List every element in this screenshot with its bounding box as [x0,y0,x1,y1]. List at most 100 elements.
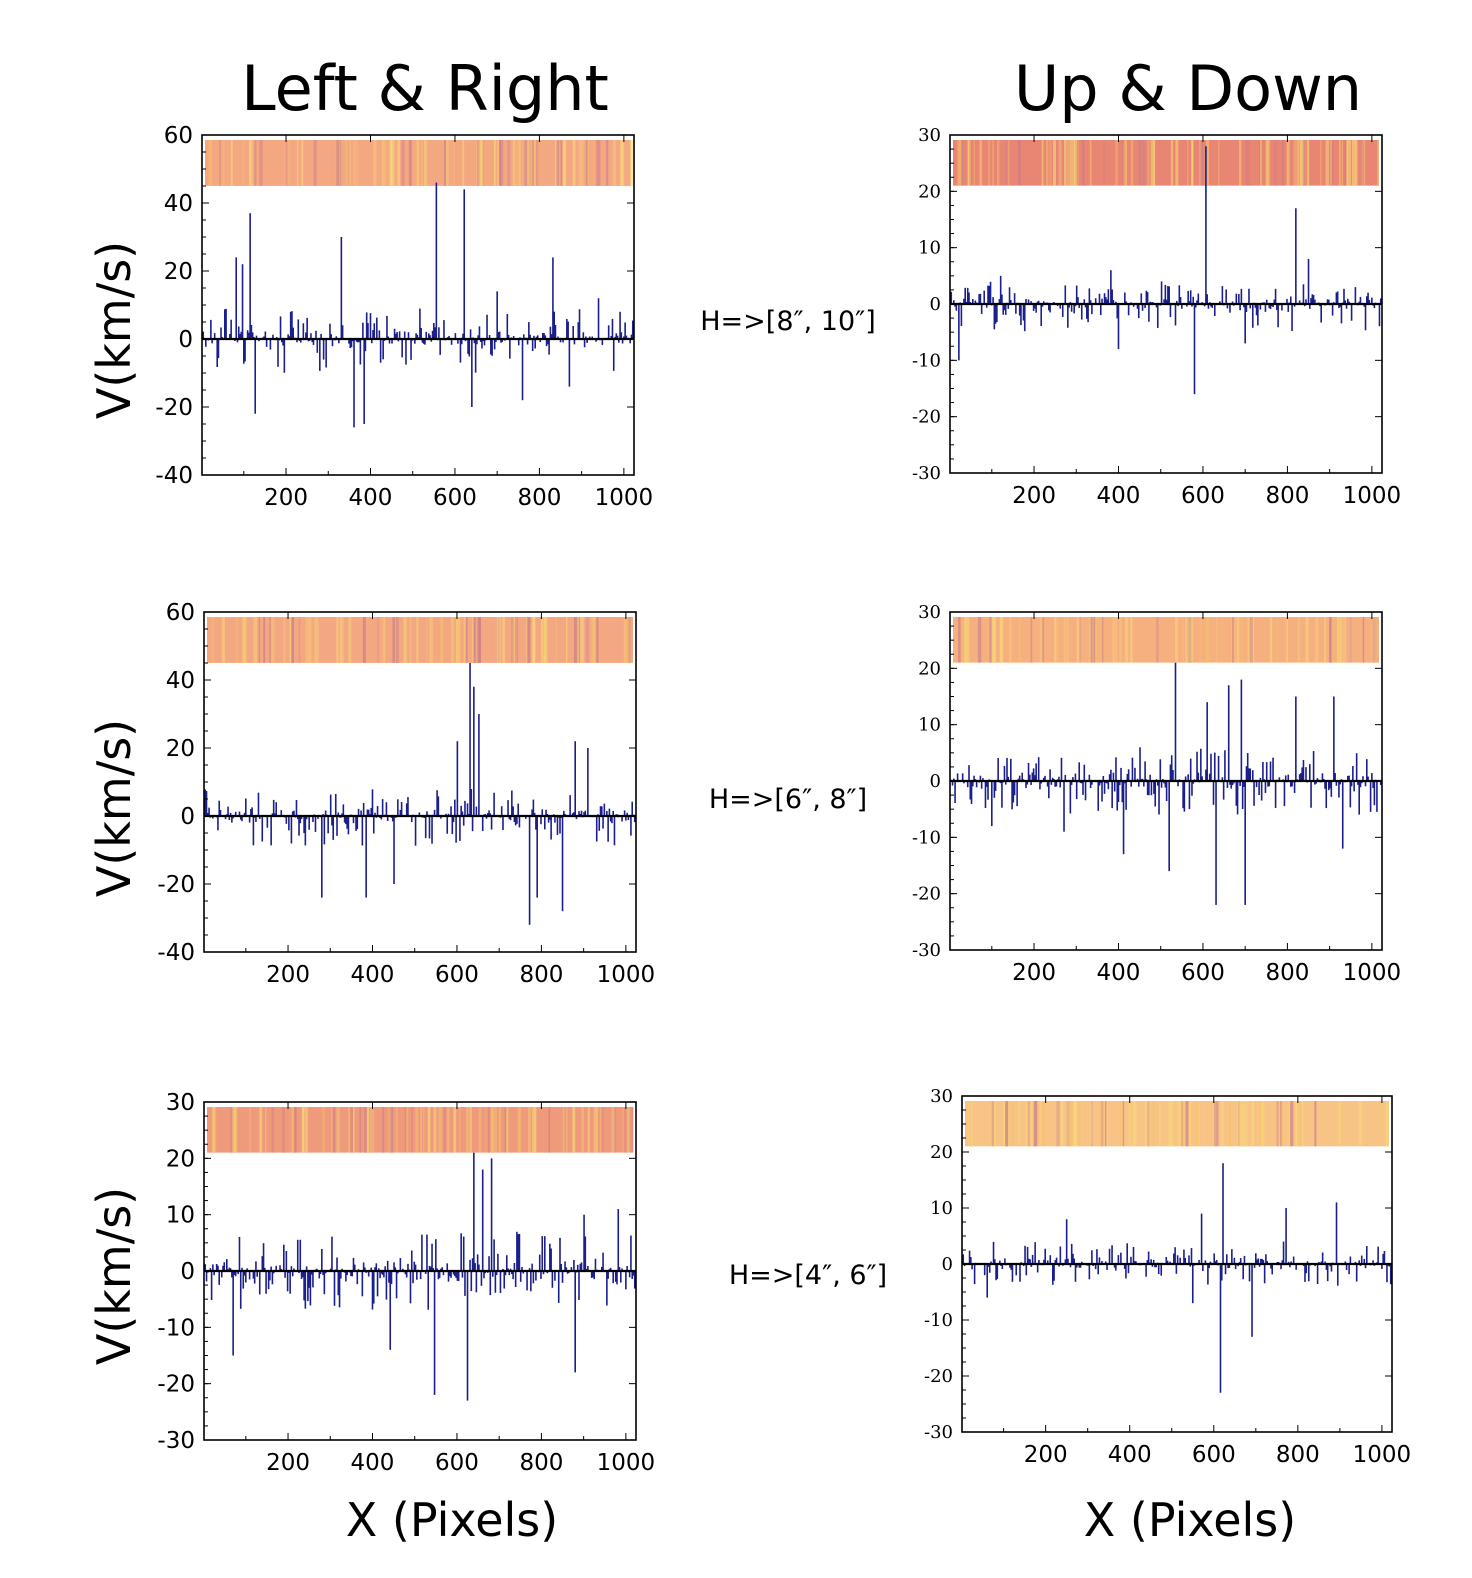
strip-streak [1245,140,1249,186]
strip-streak [1385,1101,1389,1147]
strip-streak [555,140,558,186]
strip-streak [535,140,539,186]
strip-streak [524,140,529,186]
strip-streak [459,617,461,663]
strip-streak [1200,140,1204,186]
strip-streak [1185,1101,1189,1147]
x-tick-label: 600 [1181,960,1225,986]
strip-streak [373,140,377,186]
strip-streak [1054,617,1057,663]
strip-streak [1286,617,1289,663]
strip-streak [519,140,521,186]
strip-streak [587,1107,590,1153]
strip-streak [219,140,221,186]
chart-panel-1: 200 400 600 800 1000 -40 -20 0 20 40 60 [155,123,653,511]
strip-streak [441,617,444,663]
strip-streak [612,140,616,186]
strip-streak [1170,1101,1174,1147]
strip-streak [313,140,317,186]
strip-streak [1141,140,1146,186]
strip-streak [541,617,544,663]
strip-streak [1115,617,1117,663]
strip-streak [364,1107,367,1153]
strip-streak [478,140,482,186]
strip-streak [473,617,476,663]
strip-streak [1025,1101,1028,1147]
strip-streak [627,1107,630,1153]
strip-streak [1028,617,1031,663]
strip-streak [562,1107,566,1153]
strip-streak [1337,617,1339,663]
strip-streak [433,1107,436,1153]
y-tick-label: 20 [164,259,193,285]
strip-streak [581,1107,584,1153]
strip-streak [967,1101,970,1147]
strip-streak [1191,617,1193,663]
strip-streak [1027,1101,1031,1147]
strip-streak [384,140,387,186]
strip-streak [597,140,601,186]
strip-streak [572,1107,575,1153]
strip-streak [533,1107,537,1153]
strip-streak [398,140,400,186]
strip-streak [605,140,609,186]
strip-streak [1199,617,1202,663]
strip-streak [514,617,519,663]
x-tick-label: 200 [266,962,310,988]
strip-streak [1168,1101,1172,1147]
strip-streak [1245,1101,1248,1147]
strip-streak [477,140,479,186]
strip-streak [629,140,634,186]
strip-streak [1150,140,1153,186]
strip-streak [1130,617,1133,663]
strip-streak [1262,1101,1264,1147]
strip-streak [1348,617,1351,663]
strip-streak [214,1107,217,1153]
y-tick-label: -10 [912,350,941,371]
x-tick-label: 800 [517,485,561,511]
strip-streak [1190,1101,1192,1147]
x-tick-label: 800 [519,962,563,988]
strip-streak [1216,1101,1219,1147]
strip-streak [1239,140,1242,186]
strip-streak [471,617,474,663]
strip-streak [994,617,997,663]
y-tick-label: 30 [166,1090,195,1116]
strip-streak [621,140,625,186]
strip-streak [242,140,244,186]
strip-streak [1362,140,1364,186]
strip-streak [1305,617,1309,663]
strip-streak [522,140,527,186]
strip-streak [563,140,567,186]
y-tick-label: -10 [157,1315,195,1341]
strip-streak [960,140,962,186]
strip-streak [1289,1101,1294,1147]
strip-streak [291,617,295,663]
strip-streak [260,1107,262,1153]
y-tick-label: -30 [912,463,941,484]
strip-streak [506,1107,509,1153]
strip-streak [479,140,483,186]
x-tick-label: 800 [519,1450,563,1476]
strip-streak [362,617,366,663]
strip-streak [1185,617,1188,663]
strip-streak [977,617,982,663]
strip-streak [966,617,970,663]
strip-streak [1005,140,1007,186]
strip-streak [1170,140,1174,186]
y-tick-label: -20 [912,884,941,905]
strip-streak [429,617,433,663]
strip-streak [1147,140,1150,186]
y-tick-label: -40 [155,463,193,489]
strip-streak [481,140,484,186]
strip-streak [1261,1101,1263,1147]
y-tick-label: 10 [918,715,941,736]
y-tick-label: -30 [924,1422,953,1443]
strip-streak [1282,140,1284,186]
strip-streak [330,1107,333,1153]
x-tick-label: 600 [433,485,477,511]
strip-streak [625,617,630,663]
y-tick-label: 60 [164,123,193,149]
strip-streak [451,617,453,663]
y-tick-label: 60 [166,600,195,626]
